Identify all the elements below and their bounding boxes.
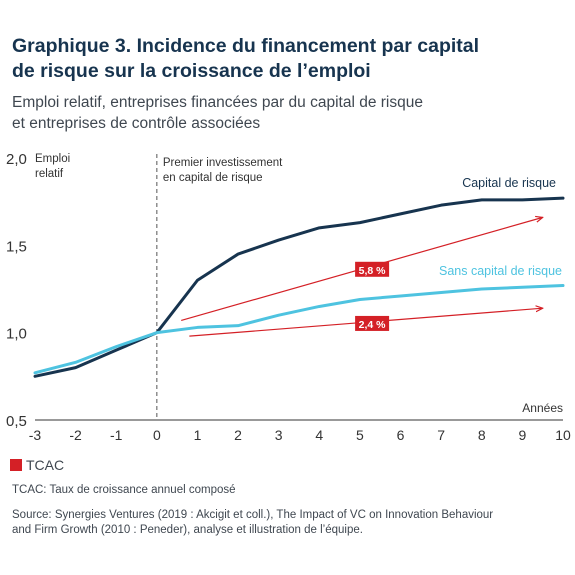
series-label-sans-capital-de-risque: Sans capital de risque xyxy=(439,264,562,278)
abbreviation-note: TCAC: Taux de croissance annuel composé xyxy=(12,484,236,496)
cagr-badge xyxy=(355,261,390,277)
y-tick-label: 1,0 xyxy=(6,326,27,343)
x-tick-label: 3 xyxy=(275,427,283,443)
y-axis-label-line: Emploi xyxy=(35,153,70,165)
legend: TCAC xyxy=(10,457,64,473)
x-tick-label: 10 xyxy=(555,427,571,443)
x-tick-label: -2 xyxy=(69,427,82,443)
x-tick-label: 4 xyxy=(315,427,323,443)
chart-title-line-2: de risque sur la croissance de l’emploi xyxy=(12,60,371,82)
series-line-capital-de-risque xyxy=(33,196,565,378)
legend-swatch-tcac xyxy=(10,459,22,471)
first-investment-label-line: en capital de risque xyxy=(163,172,263,184)
y-tick-label: 0,5 xyxy=(6,413,27,430)
y-axis-label-line: relatif xyxy=(35,168,64,180)
x-tick-label: 8 xyxy=(478,427,486,443)
cagr-badge-label: 2,4 % xyxy=(359,319,387,331)
legend-label-tcac: TCAC xyxy=(26,457,65,473)
x-tick-label: 1 xyxy=(194,427,202,443)
x-tick-label: 2 xyxy=(234,427,242,443)
x-tick-label: 7 xyxy=(437,427,445,443)
chart-subtitle-line-2: et entreprises de contrôle associées xyxy=(12,115,261,132)
x-tick-label: -1 xyxy=(110,427,123,443)
chart-subtitle-line-1: Emploi relatif, entreprises financées pa… xyxy=(12,94,423,111)
x-axis-label: Années xyxy=(522,401,563,415)
y-tick-label: 2,0 xyxy=(6,151,27,168)
source-line-1: Source: Synergies Ventures (2019 : Akcig… xyxy=(12,509,494,521)
source-note: Source: Synergies Ventures (2019 : Akcig… xyxy=(12,508,567,538)
x-tick-label: 6 xyxy=(397,427,405,443)
first-investment-label-line: Premier investissement xyxy=(163,157,283,169)
x-tick-label: 5 xyxy=(356,427,364,443)
chart-title-line-1: Graphique 3. Incidence du financement pa… xyxy=(12,35,480,57)
cagr-badge xyxy=(355,315,390,331)
source-line-2: and Firm Growth (2010 : Peneder), analys… xyxy=(12,524,363,536)
x-tick-label: -3 xyxy=(29,427,42,443)
y-tick-label: 1,5 xyxy=(6,238,27,255)
chart-title: Graphique 3. Incidence du financement pa… xyxy=(12,34,567,84)
chart-subtitle: Emploi relatif, entreprises financées pa… xyxy=(12,92,567,134)
x-tick-label: 0 xyxy=(153,427,161,443)
cagr-badge-label: 5,8 % xyxy=(359,265,387,277)
series-label-capital-de-risque: Capital de risque xyxy=(462,176,556,190)
x-tick-label: 9 xyxy=(518,427,526,443)
series-line-sans-capital-de-risque xyxy=(33,284,565,375)
